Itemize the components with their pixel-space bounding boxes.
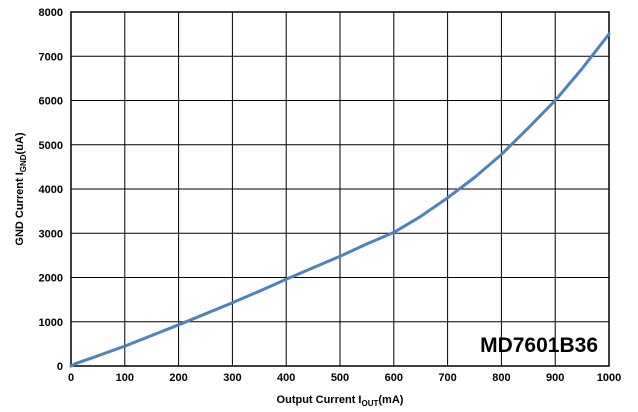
series-line: [69, 32, 611, 368]
x-tick-labels: 0 100 200 300 400 500 600 700 800 900 1000: [68, 372, 621, 384]
y-tick-label: 2000: [39, 273, 63, 285]
x-tick-label: 100: [116, 372, 134, 384]
x-tick-label: 900: [546, 372, 564, 384]
y-tick-label: 8000: [39, 7, 63, 19]
y-tick-label: 3000: [39, 228, 63, 240]
x-tick-label: 500: [331, 372, 349, 384]
y-tick-label: 6000: [39, 96, 63, 108]
x-tick-label: 600: [385, 372, 403, 384]
model-annotation: MD7601B36: [480, 334, 598, 357]
x-tick-label: 300: [223, 372, 241, 384]
y-tick-label: 4000: [39, 184, 63, 196]
y-tick-labels: 0 1000 2000 3000 4000 5000 6000 7000 8000: [39, 7, 63, 373]
x-tick-label: 0: [68, 372, 74, 384]
grid-lines: [70, 11, 610, 367]
y-tick-label: 7000: [39, 51, 63, 63]
x-tick-label: 700: [438, 372, 456, 384]
y-axis-title: GND Current IGND(uA): [14, 132, 28, 245]
y-tick-label: 1000: [39, 317, 63, 329]
x-tick-label: 200: [169, 372, 187, 384]
x-axis-title: Output Current IOUT(mA): [277, 394, 404, 408]
x-tick-label: 400: [277, 372, 295, 384]
x-tick-label: 800: [492, 372, 510, 384]
x-tick-label: 1000: [597, 372, 621, 384]
y-tick-label: 0: [57, 361, 63, 373]
plot-frame: [70, 11, 610, 367]
y-tick-label: 5000: [39, 140, 63, 152]
series-layer: [69, 32, 611, 368]
